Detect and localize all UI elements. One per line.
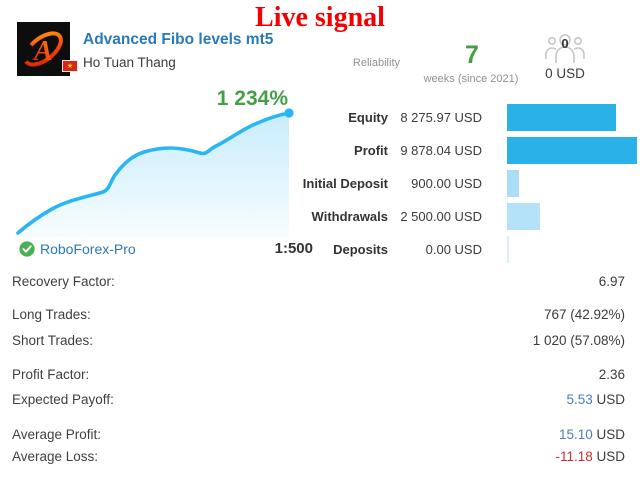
signal-name-link[interactable]: Advanced Fibo levels mt5 xyxy=(83,31,274,48)
stat-value: 767 (42.92%) xyxy=(544,307,625,322)
stat-amount: 767 (42.92%) xyxy=(543,307,625,322)
stat-amount: 15.10 xyxy=(558,427,593,442)
stat-amount: -11.18 xyxy=(555,449,593,464)
live-signal-banner: Live signal xyxy=(255,2,385,33)
stat-value: -11.18 USD xyxy=(555,449,625,464)
balance-label: Deposits xyxy=(333,242,388,257)
growth-percent: 1 234% xyxy=(216,87,288,110)
growth-endpoint-dot xyxy=(284,108,294,118)
stat-value: 2.36 xyxy=(599,367,625,382)
stat-label: Average Loss: xyxy=(12,449,99,464)
stat-row-long-trades: Long Trades: 767 (42.92%) xyxy=(0,307,640,325)
signal-age-caption: weeks (since 2021) xyxy=(423,73,519,85)
balance-bar xyxy=(507,137,637,164)
balance-value: 900.00 USD xyxy=(411,176,482,191)
subscribers-icon xyxy=(545,34,585,63)
stat-label: Profit Factor: xyxy=(12,367,90,382)
balance-value: 0.00 USD xyxy=(425,242,482,257)
leverage-value: 1:500 xyxy=(274,240,313,257)
balance-row-equity: Equity 8 275.97 USD xyxy=(0,104,640,132)
balance-label: Initial Deposit xyxy=(302,176,388,191)
vietnam-flag-icon: ★ xyxy=(63,61,77,71)
balance-row-profit: Profit 9 878.04 USD xyxy=(0,137,640,165)
stat-row-short-trades: Short Trades: 1 020 (57.08%) xyxy=(0,333,640,351)
subscribers-funds: 0 USD xyxy=(545,66,585,81)
stat-value: 15.10 USD xyxy=(559,427,625,442)
stat-value: 5.53 USD xyxy=(566,392,625,407)
stat-row-average-profit: Average Profit: 15.10 USD xyxy=(0,427,640,445)
stat-amount: 5.53 xyxy=(566,392,593,407)
stat-currency: USD xyxy=(592,427,625,442)
growth-chart xyxy=(16,108,294,238)
stat-value: 1 020 (57.08%) xyxy=(533,333,625,348)
balance-bar xyxy=(507,170,519,197)
balance-label: Withdrawals xyxy=(311,209,388,224)
signal-age-weeks: 7 xyxy=(465,41,479,69)
stat-row-recovery-factor: Recovery Factor: 6.97 xyxy=(0,274,640,292)
stat-amount: 1 020 (57.08%) xyxy=(532,333,625,348)
stat-amount: 6.97 xyxy=(598,274,625,289)
balance-row-deposits: Deposits 0.00 USD xyxy=(0,236,640,264)
balance-row-initial-deposit: Initial Deposit 900.00 USD xyxy=(0,170,640,198)
reliability-label: Reliability xyxy=(352,57,400,69)
svg-text:A: A xyxy=(32,36,53,67)
stat-label: Expected Payoff: xyxy=(12,392,114,407)
balance-value: 8 275.97 USD xyxy=(400,110,482,125)
balance-bar xyxy=(507,236,509,263)
stat-label: Average Profit: xyxy=(12,427,102,442)
balance-row-withdrawals: Withdrawals 2 500.00 USD xyxy=(0,203,640,231)
flag-star: ★ xyxy=(66,62,74,70)
verified-check-icon xyxy=(19,241,35,257)
broker-row: RoboForex-Pro 1:500 xyxy=(0,240,320,260)
signal-logo-icon: A xyxy=(17,22,70,76)
author-name-link[interactable]: Ho Tuan Thang xyxy=(83,55,176,70)
growth-line xyxy=(16,111,291,235)
stat-currency: USD xyxy=(592,449,625,464)
broker-name-link[interactable]: RoboForex-Pro xyxy=(40,241,136,257)
balance-value: 2 500.00 USD xyxy=(400,209,482,224)
stat-currency: USD xyxy=(592,392,625,407)
stat-amount: 2.36 xyxy=(598,367,625,382)
stat-label: Long Trades: xyxy=(12,307,91,322)
balance-label: Profit xyxy=(354,143,388,158)
balance-bar xyxy=(507,104,616,131)
stat-row-expected-payoff: Expected Payoff: 5.53 USD xyxy=(0,392,640,410)
stat-label: Short Trades: xyxy=(12,333,94,348)
balance-bar xyxy=(507,203,540,230)
balance-label: Equity xyxy=(348,110,388,125)
stat-row-profit-factor: Profit Factor: 2.36 xyxy=(0,367,640,385)
subscribers-count: 0 xyxy=(561,36,569,51)
stat-row-average-loss: Average Loss: -11.18 USD xyxy=(0,449,640,467)
stat-label: Recovery Factor: xyxy=(12,274,115,289)
stat-value: 6.97 xyxy=(599,274,625,289)
balance-value: 9 878.04 USD xyxy=(400,143,482,158)
